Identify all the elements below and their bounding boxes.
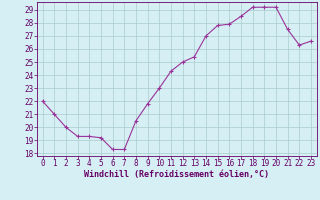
X-axis label: Windchill (Refroidissement éolien,°C): Windchill (Refroidissement éolien,°C) [84,170,269,179]
